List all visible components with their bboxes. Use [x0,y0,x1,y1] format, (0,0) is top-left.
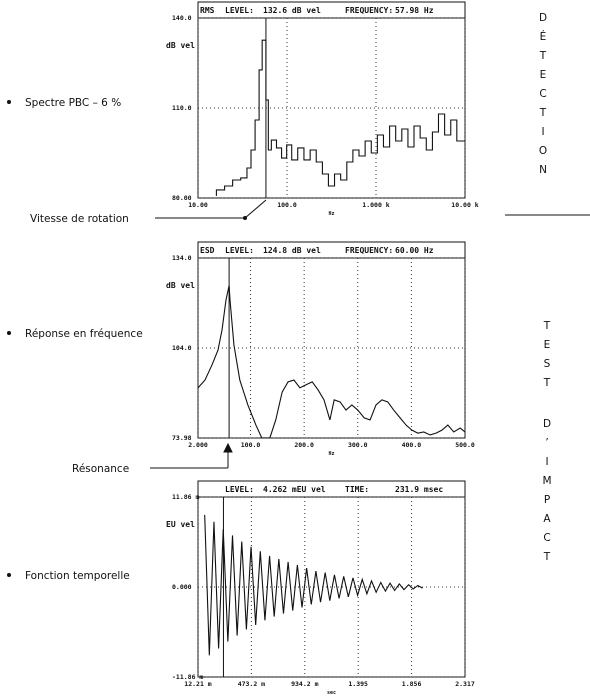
x-tick-label: 300.0 [348,441,368,449]
bullet [7,573,11,577]
header-text: 4.262 mEU vel [263,485,326,494]
x-tick-label: 10.00 [188,201,208,209]
y-tick-label: 11.86 m [172,493,199,501]
y-tick-label: 110.0 [172,104,192,112]
pointers [150,199,590,469]
x-tick-label: 2.000 [188,441,208,449]
y-tick-label: 104.0 [172,344,192,352]
chart: ESD LEVEL: 124.8 dB vel FREQUENCY: 60.00 Hz d… [166,241,475,457]
pointer-line [244,199,267,219]
x-tick-label: 100.0 [241,441,261,449]
y-tick-label: 134.0 [172,254,192,262]
section-label: D’IMPACT [541,418,553,570]
x-tick-label: 1.395 [348,680,368,688]
y-axis-label: EU vel [166,520,195,529]
x-tick-label: 400.0 [402,441,422,449]
x-tick-label: 100.0 [277,201,297,209]
bullets [7,100,11,577]
bullet [7,100,11,104]
x-tick-label: 934.2 m [291,680,318,688]
x-tick-label: 10.00 k [451,201,478,209]
side-label: Fonction temporelle [25,570,130,582]
x-tick-label: 2.317 [455,680,475,688]
data-line [204,514,423,656]
x-axis-label: Hz [328,211,334,217]
header-text: ESD [200,246,215,255]
x-tick-label: 1.856 [402,680,422,688]
header-text: FREQUENCY: [345,6,393,15]
x-tick-label: 12.21 m [184,680,211,688]
chart: LEVEL: 4.262 mEU vel TIME: 231.9 msec EU vel… [166,480,475,696]
y-axis-label: dB vel [166,281,195,290]
chart: RMS LEVEL: 132.6 dB vel FREQUENCY: 57.98 Hz d… [166,1,479,217]
x-tick-label: 1.000 k [362,201,389,209]
header-text: 132.6 dB vel [263,6,321,15]
y-tick-label: 0.000 [172,583,192,591]
y-axis-label: dB vel [166,41,195,50]
side-label: Spectre PBC – 6 % [25,97,121,109]
y-tick-label: -11.86 m [172,673,203,681]
pointer-dot [243,216,247,220]
header-text: 60.00 Hz [395,246,434,255]
data-line [197,285,466,439]
header-text: RMS [200,6,215,15]
section-label: DÉTECTION [537,12,549,183]
header-text: 57.98 Hz [395,6,434,15]
bullet [7,331,11,335]
y-tick-label: 73.98 [172,434,192,442]
section-label: TEST [541,320,553,396]
header-text: 231.9 msec [395,485,443,494]
y-tick-label: 140.0 [172,14,192,22]
header-text: LEVEL: [225,6,254,15]
data-line [215,39,465,196]
header-text: LEVEL: [225,246,254,255]
y-tick-label: 80.00 [172,194,192,202]
header-text: 124.8 dB vel [263,246,321,255]
pointer-arrow [223,442,233,453]
x-tick-label: 473.2 m [238,680,265,688]
header-text: TIME: [345,485,369,494]
x-axis-label: sec [327,690,336,696]
x-axis-label: Hz [328,451,334,457]
side-label: Résonance [72,463,129,475]
x-tick-label: 500.0 [455,441,475,449]
side-label: Vitesse de rotation [30,213,129,225]
x-tick-label: 200.0 [294,441,314,449]
header-text: LEVEL: [225,485,254,494]
side-label: Réponse en fréquence [25,328,143,340]
header-text: FREQUENCY: [345,246,393,255]
